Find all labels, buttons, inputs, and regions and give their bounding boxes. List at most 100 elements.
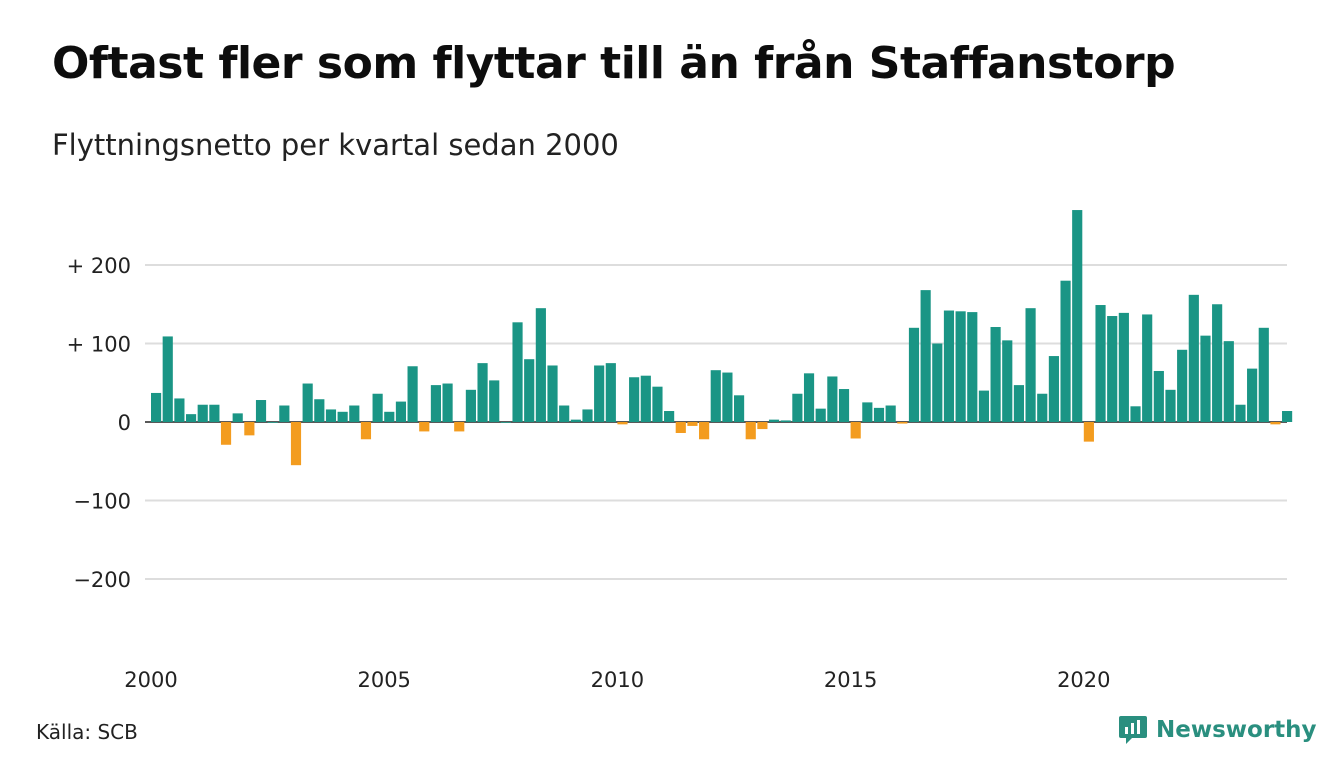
bar — [349, 405, 360, 422]
bar — [430, 385, 441, 423]
bar — [990, 327, 1001, 422]
bar — [1200, 335, 1211, 422]
bar — [1037, 393, 1048, 422]
bar — [699, 422, 710, 440]
bar — [687, 422, 698, 426]
bar — [442, 383, 453, 422]
bar — [768, 419, 780, 422]
x-tick-label: 2005 — [357, 668, 410, 692]
bar — [162, 336, 173, 422]
bar — [535, 308, 546, 423]
bar — [629, 377, 640, 422]
x-tick-label: 2020 — [1057, 668, 1110, 692]
bar — [255, 400, 267, 422]
bar — [897, 422, 908, 424]
y-axis-ticks: + 200 + 100 0 −100 −200 — [67, 254, 131, 592]
bar — [197, 404, 208, 422]
bar — [920, 290, 931, 422]
bar — [314, 399, 325, 423]
bar — [1025, 308, 1036, 423]
bar — [652, 386, 663, 423]
y-tick-label: −200 — [73, 568, 131, 592]
bar — [1223, 341, 1234, 422]
bar — [174, 398, 185, 422]
bar — [1258, 327, 1269, 422]
bar — [827, 376, 838, 422]
source-label: Källa: SCB — [36, 720, 138, 744]
brand-name: Newsworthy — [1156, 717, 1317, 743]
bar — [477, 363, 488, 423]
bar — [780, 420, 791, 422]
bar — [524, 359, 535, 422]
bar — [384, 411, 395, 423]
bar — [1212, 304, 1223, 422]
x-axis-ticks: 2000 2005 2010 2015 2020 — [124, 668, 1110, 692]
bar — [862, 402, 873, 423]
bar — [675, 422, 686, 433]
bar — [1188, 294, 1199, 422]
bar — [559, 405, 570, 422]
bar — [710, 370, 721, 422]
bar — [1235, 404, 1246, 422]
bar — [1130, 406, 1141, 422]
bar — [1083, 422, 1094, 442]
bar — [873, 407, 885, 422]
bar — [209, 404, 220, 422]
bar — [734, 395, 745, 422]
bar — [1247, 368, 1258, 422]
bar — [1282, 411, 1293, 422]
bar — [838, 389, 850, 422]
bar — [1060, 280, 1071, 422]
bar — [1165, 389, 1176, 422]
bar — [151, 392, 162, 422]
x-tick-label: 2010 — [591, 668, 644, 692]
bar — [1142, 314, 1153, 422]
bar — [1095, 305, 1106, 422]
bar — [1072, 210, 1083, 422]
bar — [1270, 422, 1281, 425]
bar — [594, 365, 605, 422]
bar — [955, 311, 966, 422]
bar — [885, 405, 896, 422]
bar — [1048, 356, 1059, 422]
bar — [908, 327, 920, 422]
chart-title: Oftast fler som flyttar till än från Sta… — [52, 38, 1176, 89]
bar — [454, 422, 465, 432]
bar — [1002, 340, 1013, 422]
bar — [220, 422, 232, 445]
bar — [803, 373, 815, 422]
bar — [745, 422, 756, 440]
bar — [1013, 385, 1024, 423]
bar — [267, 422, 278, 423]
bar — [932, 343, 943, 422]
newsworthy-logo-icon — [1119, 716, 1147, 744]
chart-subtitle: Flyttningsnetto per kvartal sedan 2000 — [52, 128, 619, 162]
bar — [244, 422, 255, 436]
bar — [512, 322, 523, 423]
bar — [943, 310, 955, 422]
y-tick-label: + 100 — [67, 333, 131, 357]
bar — [582, 409, 593, 422]
x-tick-label: 2015 — [824, 668, 877, 692]
y-tick-label: −100 — [73, 490, 131, 514]
bar — [605, 363, 616, 423]
bar — [360, 422, 372, 440]
bar — [407, 366, 418, 422]
bar — [547, 365, 558, 422]
bar — [325, 409, 337, 422]
y-tick-label: + 200 — [67, 254, 131, 278]
bar — [185, 414, 197, 422]
bar — [850, 422, 861, 439]
newsworthy-logo[interactable]: Newsworthy — [1118, 714, 1317, 746]
bar — [1118, 312, 1129, 422]
bar — [792, 393, 803, 422]
bar — [419, 422, 430, 432]
bar — [1177, 349, 1188, 422]
bar — [395, 401, 407, 422]
bar — [757, 422, 768, 430]
bar — [465, 389, 476, 422]
bar — [290, 422, 302, 466]
bar — [570, 419, 581, 422]
bar — [967, 312, 978, 422]
